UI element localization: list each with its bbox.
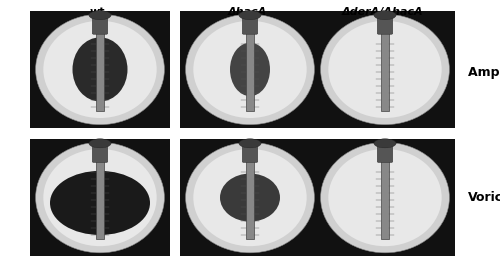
Text: Amphotericin B: Amphotericin B: [468, 66, 500, 78]
Ellipse shape: [194, 149, 306, 246]
Ellipse shape: [328, 21, 442, 118]
Ellipse shape: [186, 142, 314, 253]
Ellipse shape: [239, 139, 261, 148]
Bar: [180, 139, 320, 256]
FancyBboxPatch shape: [92, 144, 108, 162]
Text: ΔderA/ΔhacA: ΔderA/ΔhacA: [342, 7, 423, 17]
Ellipse shape: [44, 21, 156, 118]
Bar: [30, 11, 170, 128]
FancyBboxPatch shape: [242, 144, 258, 162]
Ellipse shape: [374, 11, 396, 20]
Text: wt: wt: [90, 7, 105, 17]
Ellipse shape: [89, 11, 111, 20]
Bar: [315, 139, 455, 256]
FancyBboxPatch shape: [242, 16, 258, 34]
Ellipse shape: [36, 142, 164, 253]
Bar: [246, 159, 254, 239]
Text: Voriconazole: Voriconazole: [468, 191, 500, 204]
Bar: [381, 159, 389, 239]
Ellipse shape: [44, 149, 156, 246]
Ellipse shape: [320, 14, 450, 125]
Ellipse shape: [89, 139, 111, 148]
Ellipse shape: [220, 174, 280, 222]
Ellipse shape: [36, 14, 164, 125]
FancyBboxPatch shape: [378, 144, 392, 162]
Ellipse shape: [374, 139, 396, 148]
Ellipse shape: [50, 171, 150, 235]
Bar: [96, 31, 104, 111]
Ellipse shape: [72, 37, 128, 101]
Bar: [315, 11, 455, 128]
Bar: [246, 31, 254, 111]
FancyBboxPatch shape: [92, 16, 108, 34]
Ellipse shape: [328, 149, 442, 246]
Ellipse shape: [186, 14, 314, 125]
FancyBboxPatch shape: [378, 16, 392, 34]
Bar: [381, 31, 389, 111]
Bar: [96, 159, 104, 239]
Ellipse shape: [230, 43, 270, 96]
Ellipse shape: [194, 21, 306, 118]
Text: ΔhacA: ΔhacA: [228, 7, 267, 17]
Bar: [180, 11, 320, 128]
Bar: [30, 139, 170, 256]
Ellipse shape: [239, 11, 261, 20]
Ellipse shape: [320, 142, 450, 253]
